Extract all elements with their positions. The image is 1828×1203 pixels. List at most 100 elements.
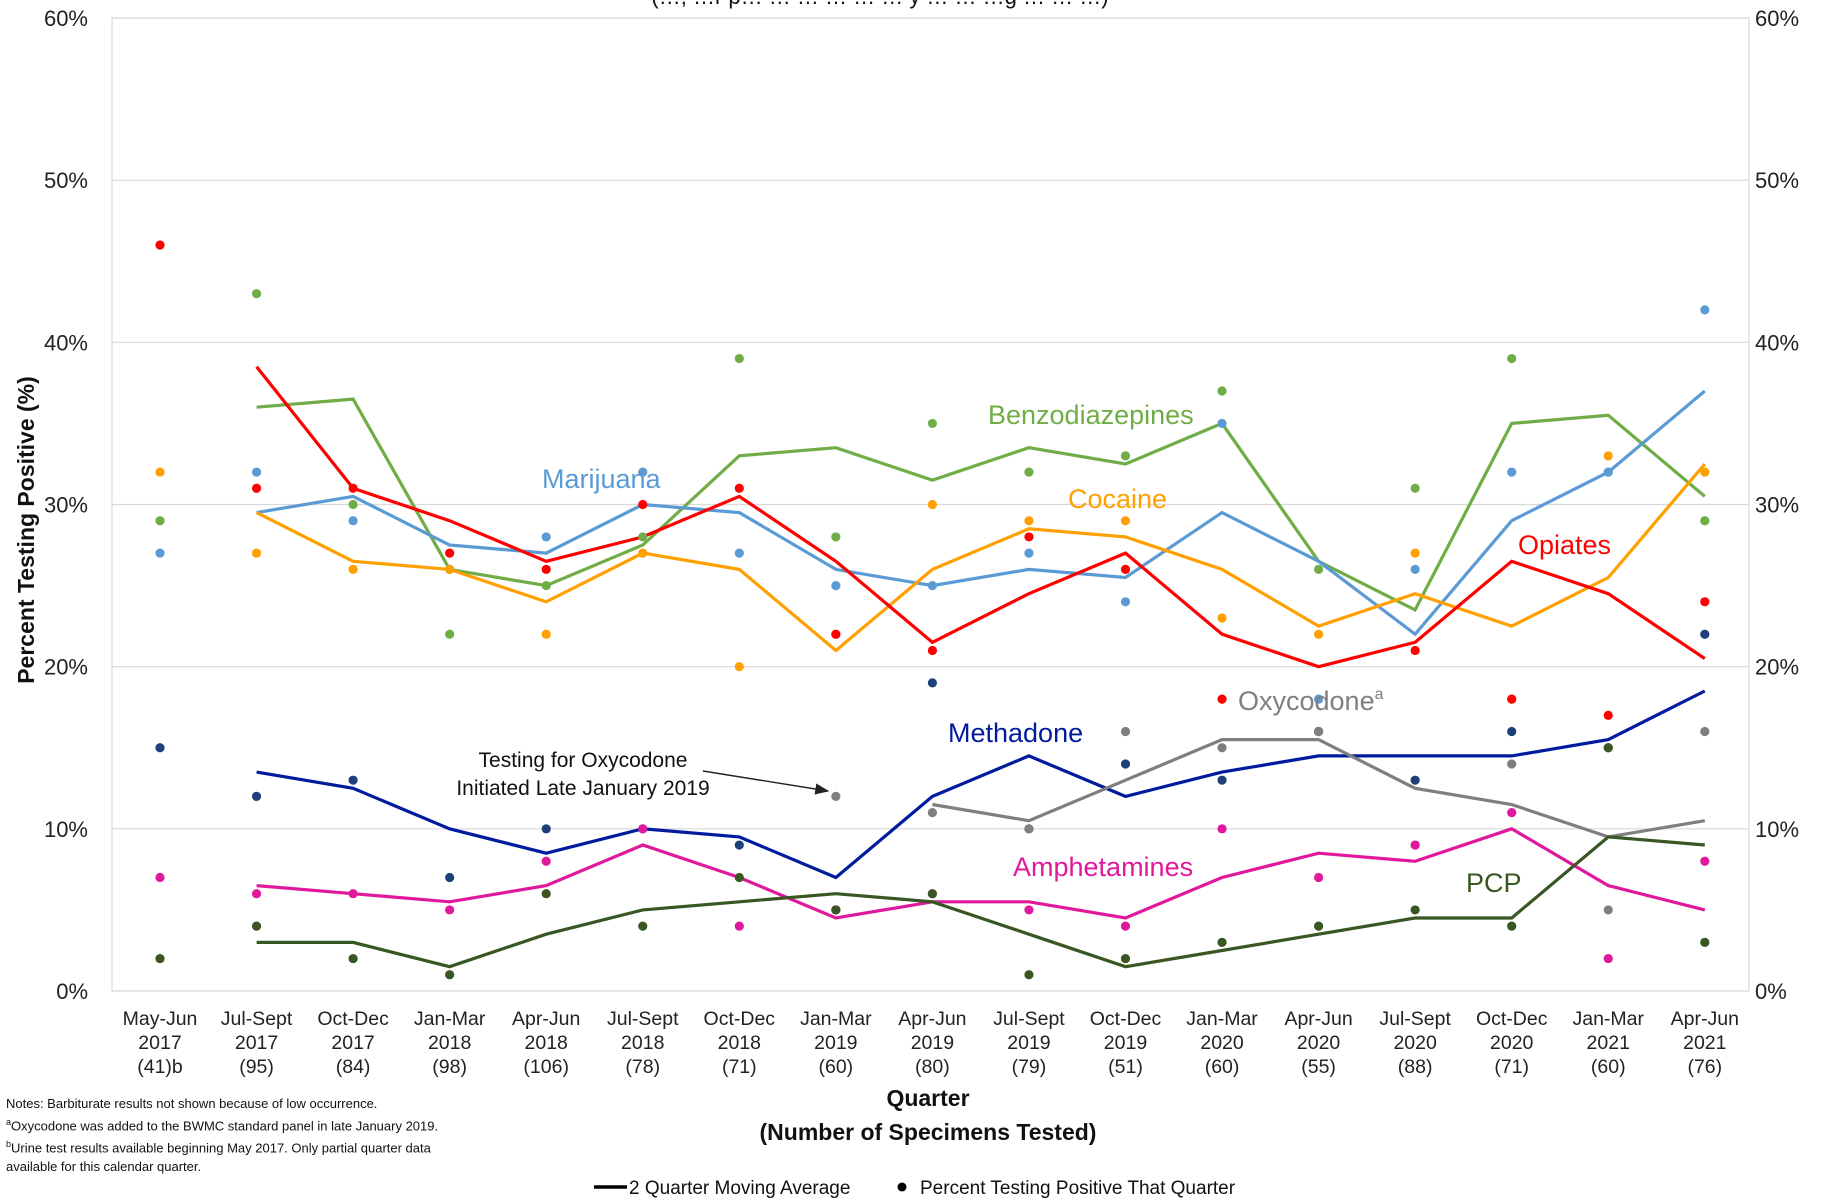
methadone-point: [1410, 775, 1420, 785]
pcp-point: [251, 921, 262, 931]
note-line-2: aOxycodone was added to the BWMC standar…: [6, 1117, 439, 1134]
x-tick-label-line: Apr-Jun: [1671, 1008, 1739, 1030]
cocaine-point: [1603, 451, 1613, 461]
marijuana-point: [1700, 305, 1710, 315]
x-tick-label-line: Jul-Sept: [1379, 1008, 1451, 1030]
marijuana-point: [734, 548, 744, 558]
x-tick-label-line: 2019: [814, 1032, 857, 1054]
y-tick-label-right: 50%: [1755, 168, 1799, 193]
benzodiazepines-point: [638, 532, 648, 542]
pcp-point: [638, 921, 648, 931]
opiates-moving-average-line: [255, 365, 1706, 669]
x-tick-label-line: 2018: [621, 1032, 664, 1054]
legend-line-label: 2 Quarter Moving Average: [629, 1178, 850, 1199]
x-tick-label-line: Jan-Mar: [1186, 1008, 1258, 1030]
pcp-point: [1700, 937, 1710, 947]
amphetamines-point: [734, 921, 744, 931]
note-line-3: bUrine test results available beginning …: [6, 1139, 431, 1156]
x-tick-label-line: 2020: [1297, 1032, 1341, 1054]
marijuana-point: [541, 532, 551, 542]
y-tick-label-left: 0%: [56, 979, 88, 1004]
amphetamines-moving-average-line: [256, 827, 1706, 920]
benzodiazepines-point: [831, 532, 841, 542]
benzodiazepines-point: [1314, 564, 1324, 574]
x-tick-label-line: (88): [1398, 1056, 1433, 1078]
benzodiazepines-point: [1507, 353, 1517, 364]
x-tick-label-line: Oct-Dec: [1476, 1008, 1548, 1030]
amphetamines-point: [445, 905, 455, 915]
benzodiazepines-point: [155, 516, 165, 526]
opiates-point: [1120, 564, 1131, 574]
cocaine-point: [734, 662, 744, 672]
amphetamines-point: [638, 824, 648, 834]
amphetamines-point: [251, 889, 262, 899]
y-tick-label-left: 60%: [44, 6, 88, 31]
opiates-point: [155, 240, 165, 250]
x-tick-label-line: Jan-Mar: [414, 1008, 486, 1030]
marijuana-point: [1410, 564, 1420, 574]
marijuana-moving-average-line: [256, 389, 1706, 637]
methadone-point: [1507, 726, 1517, 737]
y-tick-label-right: 30%: [1755, 493, 1799, 518]
benzodiazepines-point: [1410, 483, 1420, 493]
pcp-moving-average-line: [256, 835, 1705, 969]
opiates-point: [1217, 694, 1227, 704]
methadone-point: [348, 775, 358, 785]
y-tick-label-right: 40%: [1755, 330, 1799, 355]
benzodiazepines-point: [734, 353, 744, 364]
x-tick-label-line: 2018: [718, 1032, 761, 1054]
x-tick-label-line: (60): [1591, 1056, 1626, 1078]
marijuana-point: [638, 467, 648, 477]
benzodiazepines-point: [1120, 451, 1131, 461]
pcp-point: [1217, 937, 1227, 947]
quarter-points: [155, 240, 1710, 980]
cocaine-point: [638, 548, 648, 558]
marijuana-point: [1507, 467, 1517, 477]
notes: Notes: Barbiturate results not shown bec…: [6, 1095, 438, 1176]
marijuana-point: [831, 580, 841, 591]
x-tick-label-line: May-Jun: [123, 1008, 198, 1030]
y-tick-label-left: 20%: [44, 655, 88, 680]
x-tick-label-line: (71): [1494, 1056, 1529, 1078]
benzodiazepines-point: [927, 418, 938, 429]
note-line-4: available for this calendar quarter.: [6, 1158, 202, 1174]
marijuana-point: [251, 467, 262, 477]
benzodiazepines-point: [445, 629, 455, 639]
x-tick-label-line: 2017: [331, 1032, 374, 1054]
legend-dot-label: Percent Testing Positive That Quarter: [920, 1178, 1236, 1199]
x-tick-label-line: 2018: [428, 1032, 471, 1054]
y-axis-left-ticks: 0% 10% 20% 30% 40% 50% 60%: [44, 6, 88, 1004]
amphetamines-point: [1507, 808, 1517, 818]
benzodiazepines-point: [541, 580, 551, 591]
cocaine-label: Cocaine: [1068, 484, 1167, 514]
methadone-point: [927, 678, 938, 688]
amphetamines-point: [348, 889, 358, 899]
cocaine-point: [1700, 467, 1710, 477]
x-tick-label-line: (71): [722, 1056, 757, 1078]
y-tick-label-left: 10%: [44, 817, 88, 842]
x-tick-label-line: (80): [915, 1056, 950, 1078]
opiates-point: [1700, 597, 1710, 607]
x-tick-label-line: (106): [523, 1056, 569, 1078]
benzodiazepines-point: [1217, 386, 1227, 396]
opiates-point: [1410, 645, 1420, 656]
cocaine-moving-average-line: [255, 462, 1707, 653]
pcp-point: [348, 953, 358, 964]
x-tick-label-line: 2020: [1393, 1032, 1437, 1054]
x-tick-label-line: Jul-Sept: [221, 1008, 293, 1030]
amphetamines-point: [1217, 824, 1227, 834]
x-tick-label-line: 2017: [138, 1032, 181, 1054]
methadone-point: [251, 791, 262, 802]
methadone-point: [155, 743, 165, 753]
methadone-point: [1700, 629, 1710, 639]
x-axis-ticks: May-Jun2017(41)bJul-Sept2017(95)Oct-Dec2…: [123, 1008, 1739, 1078]
x-tick-label-line: Apr-Jun: [1284, 1008, 1352, 1030]
amphetamines-point: [1700, 856, 1710, 866]
pcp-point: [927, 889, 938, 899]
